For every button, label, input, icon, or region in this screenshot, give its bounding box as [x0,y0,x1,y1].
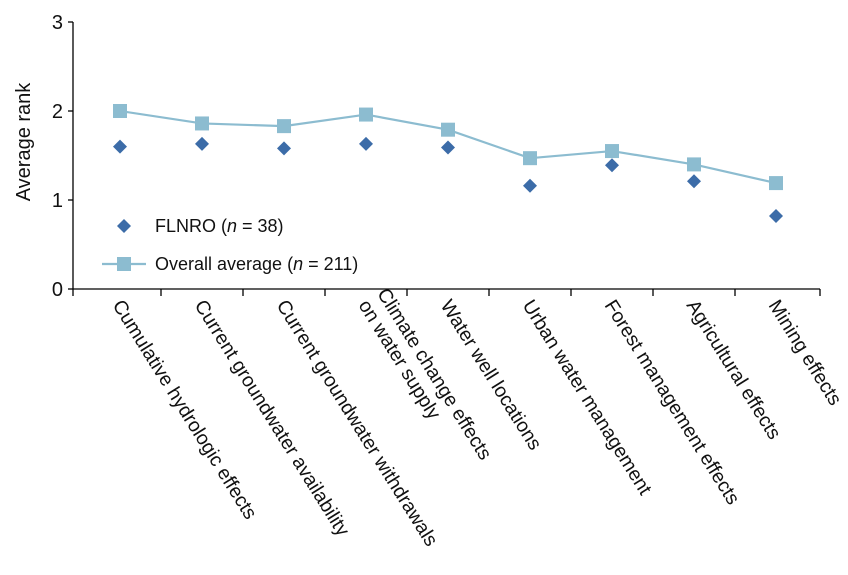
legend-label: Overall average (n = 211) [155,254,358,274]
square-marker [605,144,619,159]
x-tick-label: Cumulative hydrologic effects [108,296,262,524]
axes: 0 1 2 3 [52,12,821,301]
square-marker [277,119,291,134]
square-marker [195,116,209,131]
diamond-marker [195,136,209,151]
svg-text:Mining effects: Mining effects [764,296,846,410]
square-marker [441,122,455,137]
legend-label: FLNRO (n = 38) [155,216,284,236]
diamond-marker [113,139,127,154]
diamond-marker [605,158,619,173]
square-marker [687,157,701,172]
svg-text:Cumulative hydrologic effects: Cumulative hydrologic effects [108,296,262,524]
y-tick-label: 2 [52,101,63,123]
x-tick-label: Mining effects [764,296,846,410]
square-marker [359,107,373,122]
diamond-marker [687,174,701,189]
legend-item: FLNRO (n = 38) [117,216,284,236]
legend-square-icon [117,257,131,271]
diamond-marker [769,209,783,224]
legend-diamond-icon [117,219,131,233]
diamond-marker [277,141,291,156]
diamond-marker [359,136,373,151]
legend-item: Overall average (n = 211) [102,254,358,274]
y-axis-title: Average rank [13,82,35,202]
square-marker [113,104,127,118]
square-marker [523,151,537,166]
y-tick-label: 0 [52,279,63,301]
legend: FLNRO (n = 38) Overall average (n = 211) [102,216,358,274]
series-layer [113,104,783,224]
x-tick-label: Current groundwater availability [190,296,354,540]
diamond-marker [523,178,537,193]
series-1 [113,136,783,224]
x-tick-label: Forest management effects [600,296,744,509]
series-2 [113,104,783,191]
diamond-marker [441,140,455,155]
square-marker [769,176,783,191]
svg-text:Forest management effects: Forest management effects [600,296,744,509]
y-tick-label: 3 [52,12,63,34]
y-tick-label: 1 [52,190,63,212]
svg-text:Current groundwater availabili: Current groundwater availability [190,296,354,540]
